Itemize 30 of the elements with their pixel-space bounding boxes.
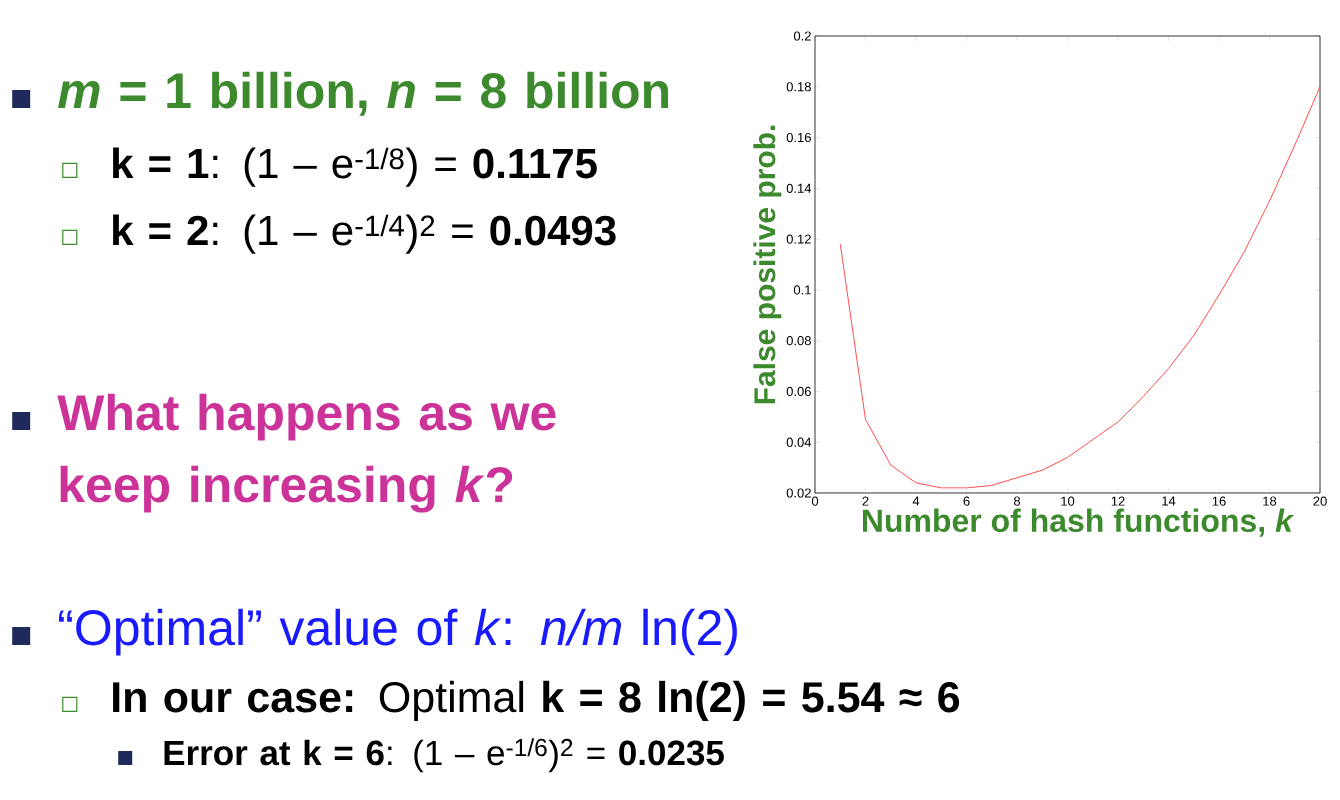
y-tick-label: 0.06	[786, 386, 811, 397]
x-tick-label: 4	[912, 496, 920, 506]
x-tick-label: 2	[862, 496, 869, 506]
x-tick-label: 16	[1212, 496, 1226, 506]
text: “Optimal” value of k: n/m ln(2)	[59, 608, 737, 656]
y-tick-label: 0.1	[793, 285, 811, 295]
x-axis-title: Number of hash functions, k	[862, 508, 1295, 537]
x-tick-label: 6	[963, 496, 970, 506]
y-tick-label: 0.12	[786, 234, 811, 244]
x-tick-label: 8	[1013, 496, 1021, 506]
text: What happens as we keep increasing k?	[57, 393, 556, 513]
x-tick-label: 20	[1313, 496, 1327, 506]
x-tick-label: 18	[1263, 496, 1277, 506]
y-tick-label: 0.14	[786, 183, 812, 193]
text: In our case: Optimal k = 8 ln(2) = 5.54 ≈ 6	[113, 680, 960, 721]
text: Error at k = 6: (1 – e$^{-1/6}$)$^{2}$ = 0.0235	[164, 738, 724, 773]
y-tick-label: 0.04	[786, 437, 812, 447]
y-tick-label: 0.16	[786, 132, 811, 143]
y-tick-label: 0.08	[786, 336, 811, 346]
text: k = 1: (1 – e$^{-1/8}$) = 0.1175	[113, 147, 597, 187]
y-tick-label: 0.18	[786, 82, 811, 92]
text: k = 2: (1 – e$^{-1/4}$)$^{2}$ = 0.0493	[113, 214, 616, 254]
x-tick-label: 14	[1162, 496, 1176, 506]
x-tick-label: 10	[1061, 496, 1075, 506]
y-axis-title: False positive prob.	[753, 125, 782, 404]
x-tick-label: 0	[811, 496, 819, 506]
text: m = 1 billion, n = 8 billion	[58, 71, 669, 116]
y-tick-label: 0.2	[793, 31, 811, 41]
y-tick-label: 0.02	[786, 488, 811, 498]
x-tick-label: 12	[1111, 496, 1125, 506]
